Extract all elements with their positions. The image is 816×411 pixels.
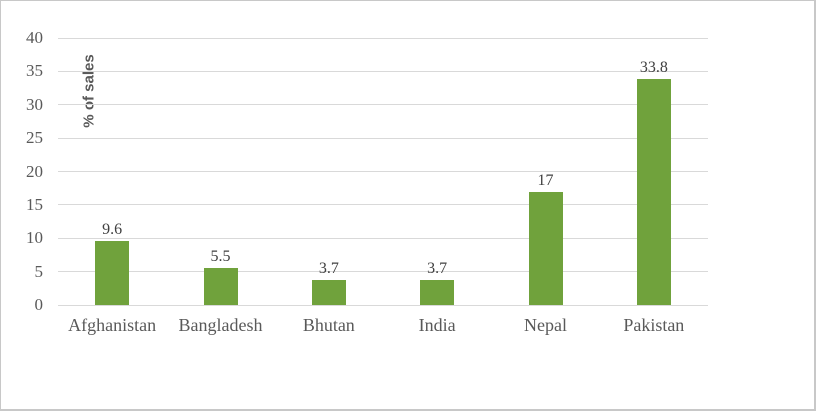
category-label-pakistan: Pakistan xyxy=(623,315,685,335)
gridline xyxy=(58,204,708,206)
gridline xyxy=(58,137,708,139)
bar-value-label: 9.6 xyxy=(102,220,123,238)
y-tick-label: 35 xyxy=(26,61,43,81)
y-tick-label: 20 xyxy=(26,161,43,181)
gridline xyxy=(58,237,708,239)
gridline xyxy=(58,271,708,273)
y-tick-label: 0 xyxy=(34,295,44,314)
bar-nepal xyxy=(528,191,563,305)
bar-value-label: 33.8 xyxy=(639,59,668,77)
category-label-nepal: Nepal xyxy=(524,315,567,335)
gridline xyxy=(58,171,708,172)
bar-bhutan xyxy=(311,280,346,305)
y-tick-label: 30 xyxy=(26,94,43,114)
bar-value-label: 3.7 xyxy=(427,260,448,278)
bar-value-label: 17 xyxy=(537,171,554,189)
category-label-india: India xyxy=(418,315,456,335)
y-tick-label: 25 xyxy=(26,128,43,148)
category-label-afghanistan: Afghanistan xyxy=(68,315,157,335)
category-label-bhutan: Bhutan xyxy=(302,315,355,335)
bar-value-label: 3.7 xyxy=(318,260,339,278)
gridline xyxy=(58,104,708,106)
bar-india xyxy=(420,280,455,305)
gridline xyxy=(58,37,708,39)
category-label-bangladesh: Bangladesh xyxy=(178,315,263,335)
bar-pakistan xyxy=(636,79,671,305)
y-tick-label: 15 xyxy=(26,194,43,214)
gridline xyxy=(58,70,708,72)
bar-value-label: 5.5 xyxy=(210,248,231,266)
gridline xyxy=(58,304,708,306)
y-tick-label: 40 xyxy=(26,28,43,47)
y-tick-label: 5 xyxy=(34,261,44,281)
y-tick-label: 10 xyxy=(26,228,43,248)
bar-afghanistan xyxy=(95,240,130,305)
bar-bangladesh xyxy=(203,268,238,305)
